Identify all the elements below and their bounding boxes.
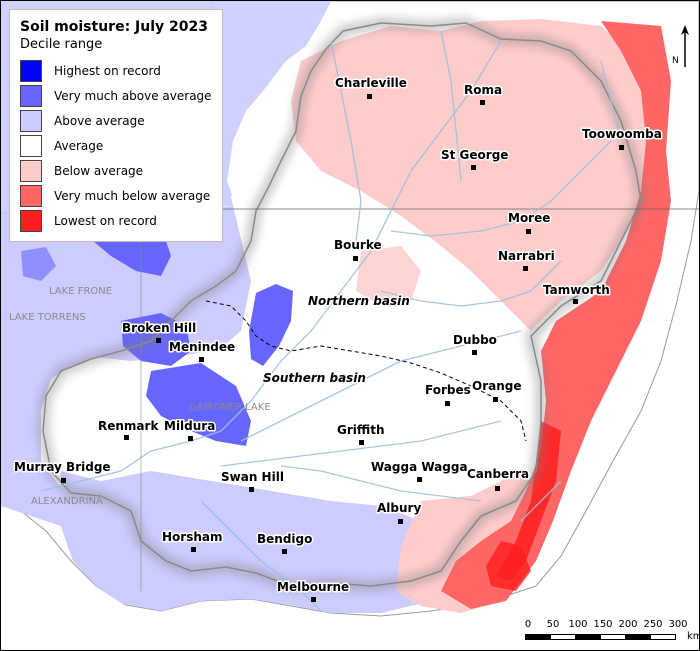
map-legend: Soil moisture: July 2023 Decile range Hi…	[9, 9, 223, 242]
scale-tick: 150	[593, 619, 613, 630]
lake-gairdner-label: GAIRDNER LAKE	[189, 402, 271, 413]
scale-segment	[650, 634, 676, 640]
town-label-menindee: Menindee	[169, 340, 235, 354]
region-menindee-blue	[146, 363, 251, 446]
town-label-horsham: Horsham	[162, 530, 223, 544]
town-label-tamworth: Tamworth	[543, 283, 610, 297]
town-label-bendigo: Bendigo	[257, 532, 312, 546]
town-markers	[61, 94, 624, 602]
legend-item-label: Lowest on record	[54, 213, 157, 228]
region-east-coast-very-below	[441, 21, 671, 609]
town-label-narrabri: Narrabri	[498, 249, 555, 263]
town-label-st-george: St George	[441, 148, 508, 162]
town-label-griffith: Griffith	[337, 423, 385, 437]
scale-tick: 200	[618, 619, 638, 630]
town-label-melbourne: Melbourne	[277, 580, 349, 594]
legend-title: Soil moisture: July 2023	[20, 19, 208, 35]
legend-item-label: Highest on record	[54, 63, 161, 78]
town-label-wagga-wagga: Wagga Wagga	[371, 460, 468, 474]
town-label-toowoomba: Toowoomba	[582, 127, 662, 141]
region-south-west	[59, 471, 441, 613]
legend-subtitle: Decile range	[20, 37, 103, 52]
town-label-canberra: Canberra	[467, 467, 529, 481]
lake-frome-label: LAKE FRONE	[49, 286, 112, 297]
scale-tick: 100	[568, 619, 588, 630]
town-label-forbes: Forbes	[425, 383, 471, 397]
scale-tick: 250	[643, 619, 663, 630]
region-south-lowest	[486, 541, 531, 591]
legend-rows: Highest on record Very much above averag…	[20, 58, 212, 233]
legend-item: Above average	[20, 108, 212, 133]
region-west-blue-patch	[21, 247, 56, 281]
scale-segment	[525, 634, 551, 640]
legend-item-label: Average	[54, 138, 104, 153]
legend-item: Below average	[20, 158, 212, 183]
town-label-bourke: Bourke	[334, 238, 382, 252]
southern-basin-label: Southern basin	[263, 371, 366, 385]
town-label-mildura: Mildura	[164, 419, 215, 433]
town-label-murray-bridge: Murray Bridge	[14, 460, 111, 474]
northern-southern-basin-divide	[205, 300, 527, 442]
legend-item: Very much below average	[20, 183, 212, 208]
legend-swatch	[20, 184, 42, 207]
scale-segment	[550, 634, 576, 640]
legend-item: Lowest on record	[20, 208, 212, 233]
town-label-dubbo: Dubbo	[453, 333, 497, 347]
scale-tick: 0	[524, 619, 532, 630]
legend-swatch	[20, 209, 42, 232]
town-label-moree: Moree	[508, 211, 550, 225]
rivers	[40, 30, 622, 612]
region-north-central-pink	[356, 246, 421, 306]
town-label-swan-hill: Swan Hill	[221, 470, 284, 484]
region-north-east-below	[291, 19, 651, 331]
region-west	[1, 206, 256, 526]
scale-unit: km	[687, 631, 699, 642]
town-label-albury: Albury	[377, 501, 421, 515]
scale-bar: 0 50 100 150 200 250 300 km	[521, 619, 699, 645]
legend-item-label: Below average	[54, 163, 144, 178]
lake-alexandrina-label: ALEXANDRINA	[31, 496, 103, 507]
scale-segment	[600, 634, 626, 640]
scale-tick: 50	[546, 619, 560, 630]
lake-torrens-label: LAKE TORRENS	[9, 312, 86, 323]
legend-item: Highest on record	[20, 58, 212, 83]
town-label-charleville: Charleville	[335, 76, 407, 90]
legend-swatch	[20, 109, 42, 132]
region-east-coast-lowest	[496, 421, 561, 581]
legend-item-label: Very much above average	[54, 88, 212, 103]
legend-item: Average	[20, 133, 212, 158]
town-label-broken-hill: Broken Hill	[122, 321, 196, 335]
scale-segment	[575, 634, 601, 640]
legend-item-label: Very much below average	[54, 188, 211, 203]
town-label-orange: Orange	[472, 379, 522, 393]
scale-tick: 300	[668, 619, 688, 630]
legend-item-label: Above average	[54, 113, 145, 128]
region-northern-basin-blue	[249, 284, 293, 366]
northern-basin-label: Northern basin	[308, 294, 410, 308]
legend-swatch	[20, 159, 42, 182]
town-label-roma: Roma	[464, 83, 502, 97]
scale-segment	[625, 634, 651, 640]
legend-swatch	[20, 84, 42, 107]
town-label-renmark: Renmark	[98, 419, 159, 433]
north-arrow-label: N	[672, 56, 679, 66]
basin-boundary	[42, 22, 642, 587]
legend-swatch	[20, 59, 42, 82]
north-arrow-icon: N	[672, 25, 689, 67]
legend-item: Very much above average	[20, 83, 212, 108]
legend-swatch	[20, 134, 42, 157]
